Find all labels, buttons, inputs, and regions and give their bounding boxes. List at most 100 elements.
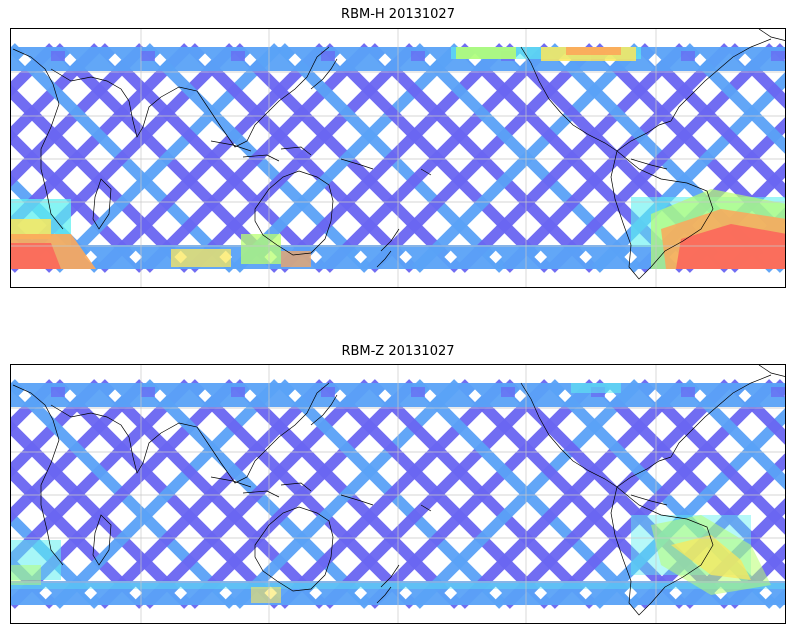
coastline	[520, 382, 618, 488]
coastline	[160, 46, 330, 148]
swath-patch	[771, 51, 785, 61]
swath-patch	[321, 51, 335, 61]
swath-cyan-patch	[11, 583, 785, 589]
coastline	[210, 476, 312, 498]
swath-track	[682, 379, 785, 490]
coastline	[520, 46, 618, 152]
coastlines-h	[12, 29, 785, 280]
swath-track	[11, 379, 57, 433]
coastline	[210, 140, 312, 162]
coastline	[758, 365, 785, 377]
swath-track	[592, 408, 785, 609]
hotspot-green	[456, 47, 516, 59]
swath-layer-z	[11, 379, 785, 609]
swath-track	[322, 379, 552, 609]
swath-track	[11, 43, 147, 187]
swath-track	[11, 379, 102, 478]
swath-track	[367, 379, 597, 609]
swath-track	[232, 379, 462, 609]
swath-gap	[624, 250, 638, 264]
swath-track	[412, 379, 642, 609]
swath-patch	[141, 387, 155, 397]
panel-z-title: RBM-Z 20131027	[341, 344, 455, 359]
swath-track	[457, 43, 687, 273]
swath-gap	[579, 250, 593, 264]
swath-track	[11, 379, 147, 523]
swath-track	[187, 43, 417, 273]
panel-h-title: RBM-H 20131027	[341, 7, 455, 22]
swath-gap	[333, 53, 347, 67]
coastline	[616, 456, 672, 506]
swath-band-north	[11, 383, 785, 407]
swath-gap	[309, 250, 323, 264]
coastlines-z	[12, 365, 785, 616]
coastline	[50, 404, 162, 474]
swath-gap	[399, 250, 413, 264]
swath-track	[52, 43, 282, 273]
swath-patch	[141, 51, 155, 61]
coastline	[376, 228, 400, 268]
hotspot-green	[11, 565, 41, 585]
swath-track	[502, 379, 732, 609]
swath-gap	[354, 250, 368, 264]
swath-patch	[771, 387, 785, 397]
swath-track	[142, 379, 372, 609]
swath-track	[682, 43, 785, 154]
hotspot-red	[11, 243, 61, 269]
coastline	[670, 374, 772, 458]
swath-patch	[321, 387, 335, 397]
coastline	[50, 68, 162, 138]
hotspot-yellow	[251, 587, 281, 603]
swath-track	[367, 43, 597, 273]
map-panel-z	[10, 364, 786, 624]
swath-gap	[378, 53, 392, 67]
swath-track	[547, 379, 777, 609]
swath-gap	[243, 53, 257, 67]
swath-track	[457, 379, 687, 609]
coastline	[670, 38, 772, 122]
coastline	[254, 170, 334, 256]
swath-track	[547, 43, 777, 273]
graticule-h	[11, 29, 785, 287]
swath-patch	[501, 387, 515, 397]
coastline	[92, 178, 112, 230]
swath-track	[11, 43, 192, 232]
swath-track	[727, 543, 785, 609]
hotspot-layer-z	[11, 383, 771, 603]
swath-gap	[534, 250, 548, 264]
swath-patch	[681, 51, 695, 61]
swath-track	[97, 379, 327, 609]
graticule-z	[11, 365, 785, 623]
swath-track	[11, 43, 102, 142]
swath-band-north	[11, 47, 785, 71]
coastline	[92, 514, 112, 566]
swath-gap	[198, 53, 212, 67]
coastline	[12, 384, 64, 566]
coastline	[376, 564, 400, 604]
swath-gap	[423, 53, 437, 67]
swath-patch	[411, 51, 425, 61]
swath-patch	[51, 387, 65, 397]
swath-track	[277, 379, 507, 609]
coastline	[340, 158, 432, 176]
swath-patch	[411, 387, 425, 397]
swath-patch	[231, 51, 245, 61]
swath-gap	[129, 250, 143, 264]
swath-gap	[18, 53, 32, 67]
swath-track	[232, 43, 462, 273]
map-panel-h	[10, 28, 786, 288]
swath-gap	[288, 53, 302, 67]
swath-track	[412, 43, 642, 273]
swath-track	[727, 43, 785, 109]
coastline	[254, 506, 334, 592]
swath-track	[97, 43, 327, 273]
swath-track	[727, 379, 785, 445]
coastline	[610, 486, 714, 616]
hotspot-yellow	[171, 249, 231, 267]
hotspot-green	[241, 234, 281, 264]
swath-track	[322, 43, 552, 273]
coastline	[610, 150, 714, 280]
hotspot-red	[676, 224, 785, 269]
hotspot-orange	[566, 47, 621, 55]
swath-patch	[681, 387, 695, 397]
